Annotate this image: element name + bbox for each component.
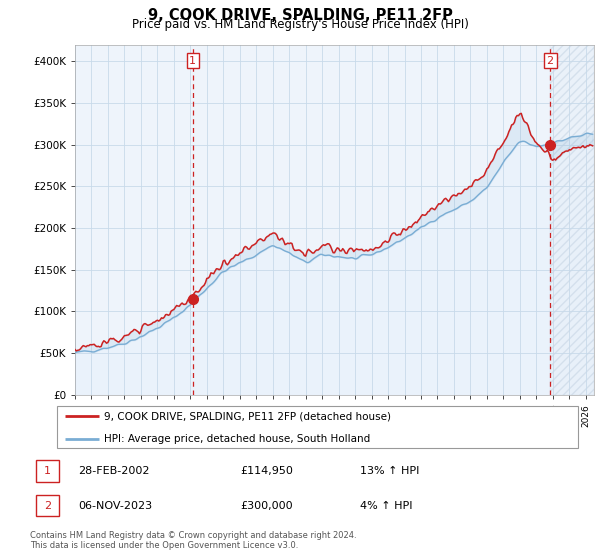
Text: 28-FEB-2002: 28-FEB-2002 — [78, 466, 149, 476]
Text: 1: 1 — [44, 466, 51, 476]
Text: 4% ↑ HPI: 4% ↑ HPI — [360, 501, 413, 511]
Text: 06-NOV-2023: 06-NOV-2023 — [78, 501, 152, 511]
Text: HPI: Average price, detached house, South Holland: HPI: Average price, detached house, Sout… — [104, 434, 370, 444]
Text: 9, COOK DRIVE, SPALDING, PE11 2FP (detached house): 9, COOK DRIVE, SPALDING, PE11 2FP (detac… — [104, 411, 391, 421]
Text: £300,000: £300,000 — [240, 501, 293, 511]
FancyBboxPatch shape — [56, 405, 578, 449]
Text: 2: 2 — [547, 55, 554, 66]
Text: Price paid vs. HM Land Registry's House Price Index (HPI): Price paid vs. HM Land Registry's House … — [131, 18, 469, 31]
Text: 1: 1 — [190, 55, 196, 66]
Text: 13% ↑ HPI: 13% ↑ HPI — [360, 466, 419, 476]
Text: Contains HM Land Registry data © Crown copyright and database right 2024.
This d: Contains HM Land Registry data © Crown c… — [30, 530, 356, 550]
Text: 9, COOK DRIVE, SPALDING, PE11 2FP: 9, COOK DRIVE, SPALDING, PE11 2FP — [148, 8, 452, 24]
Text: 2: 2 — [44, 501, 51, 511]
Text: £114,950: £114,950 — [240, 466, 293, 476]
